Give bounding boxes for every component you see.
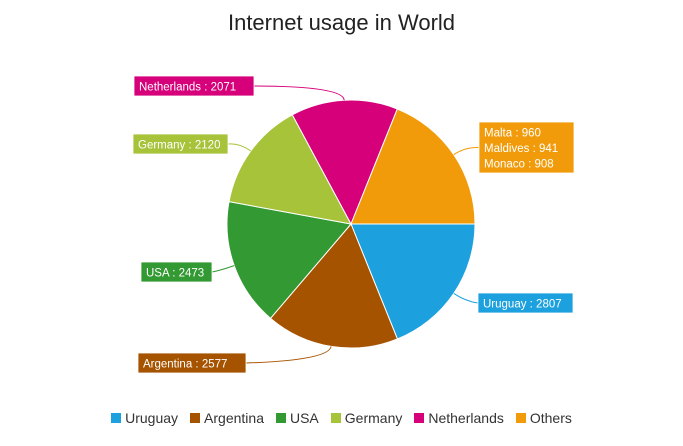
data-label-others-0: Malta : 960 bbox=[484, 128, 541, 140]
legend-label-netherlands: Netherlands bbox=[428, 410, 504, 426]
legend-swatch-usa bbox=[275, 413, 286, 423]
pie-slice-argentina[interactable] bbox=[269, 223, 399, 349]
data-label-box-usa bbox=[140, 261, 213, 283]
legend-label-others: Others bbox=[529, 410, 572, 426]
data-label-usa: USA : 2473 bbox=[146, 268, 204, 280]
legend-swatch-netherlands bbox=[414, 413, 425, 423]
data-label-germany: Germany : 2120 bbox=[138, 140, 220, 152]
legend-label-argentina: Argentina bbox=[204, 410, 264, 426]
data-label-box-argentina bbox=[137, 352, 247, 374]
data-label-argentina: Argentina : 2577 bbox=[143, 359, 227, 371]
legend-item-germany[interactable]: Germany bbox=[330, 410, 403, 426]
legend-label-uruguay: Uruguay bbox=[125, 410, 179, 426]
data-label-box-germany bbox=[132, 133, 229, 155]
legend-item-argentina[interactable]: Argentina bbox=[190, 410, 264, 426]
legend: Uruguay Argentina USA Germany Netherlands Oth… bbox=[0, 410, 683, 426]
connector-line-usa bbox=[211, 265, 235, 273]
legend-swatch-germany bbox=[330, 413, 341, 423]
legend-swatch-argentina bbox=[190, 413, 201, 423]
data-label-box-others bbox=[478, 121, 575, 174]
chart-title: Internet usage in World bbox=[227, 10, 456, 35]
connector-line-germany bbox=[227, 143, 252, 152]
legend-label-usa: USA bbox=[289, 410, 319, 426]
data-label-box-netherlands bbox=[133, 75, 255, 97]
connector-line-argentina bbox=[245, 346, 332, 364]
pie-slice-others[interactable] bbox=[350, 108, 476, 225]
legend-label-germany: Germany bbox=[344, 410, 403, 426]
data-label-box-uruguay bbox=[477, 292, 574, 314]
data-label-others-1: Maldives : 941 bbox=[484, 143, 558, 155]
data-label-others-2: Monaco : 908 bbox=[484, 159, 554, 171]
connector-line-netherlands bbox=[253, 85, 345, 101]
data-label-uruguay: Uruguay : 2807 bbox=[483, 299, 562, 311]
connector-line-uruguay bbox=[453, 292, 479, 304]
legend-item-usa[interactable]: USA bbox=[275, 410, 319, 426]
legend-item-netherlands[interactable]: Netherlands bbox=[414, 410, 504, 426]
pie-slice-uruguay[interactable] bbox=[350, 223, 476, 340]
legend-item-uruguay[interactable]: Uruguay bbox=[111, 410, 178, 426]
legend-swatch-uruguay bbox=[111, 413, 122, 423]
legend-swatch-others bbox=[515, 413, 526, 423]
legend-item-others[interactable]: Others bbox=[515, 410, 572, 426]
data-label-netherlands: Netherlands : 2071 bbox=[139, 82, 236, 94]
connector-line-others bbox=[453, 146, 480, 156]
